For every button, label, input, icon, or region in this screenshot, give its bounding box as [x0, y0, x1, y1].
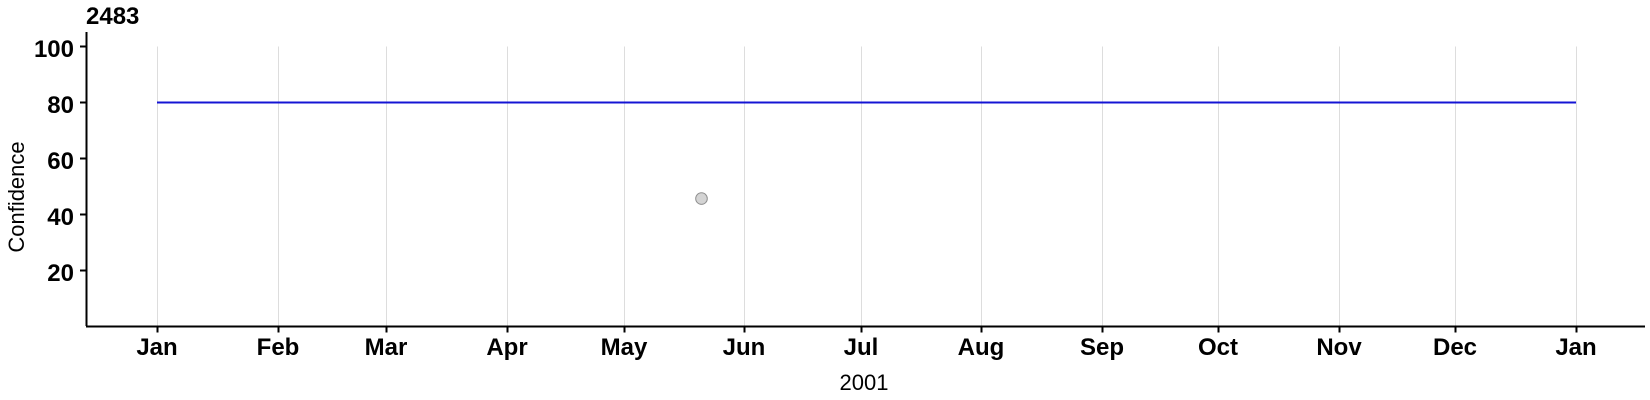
- svg-text:Jun: Jun: [723, 334, 766, 361]
- svg-text:Oct: Oct: [1198, 334, 1238, 361]
- svg-text:Jan: Jan: [136, 334, 177, 361]
- svg-text:60: 60: [47, 148, 74, 175]
- svg-text:Dec: Dec: [1433, 334, 1477, 361]
- svg-text:Jan: Jan: [1555, 334, 1596, 361]
- svg-text:80: 80: [47, 92, 74, 119]
- svg-text:Mar: Mar: [365, 334, 408, 361]
- svg-text:Sep: Sep: [1080, 334, 1124, 361]
- svg-text:100: 100: [34, 36, 74, 63]
- svg-text:Nov: Nov: [1316, 334, 1362, 361]
- svg-text:Confidence: Confidence: [4, 141, 29, 252]
- svg-text:2001: 2001: [840, 370, 889, 395]
- svg-text:20: 20: [47, 260, 74, 287]
- svg-text:Feb: Feb: [257, 334, 300, 361]
- svg-text:Apr: Apr: [486, 334, 527, 361]
- svg-text:Aug: Aug: [958, 334, 1005, 361]
- svg-text:2483: 2483: [86, 3, 139, 30]
- svg-text:Jul: Jul: [844, 334, 879, 361]
- svg-text:May: May: [601, 334, 648, 361]
- svg-text:40: 40: [47, 204, 74, 231]
